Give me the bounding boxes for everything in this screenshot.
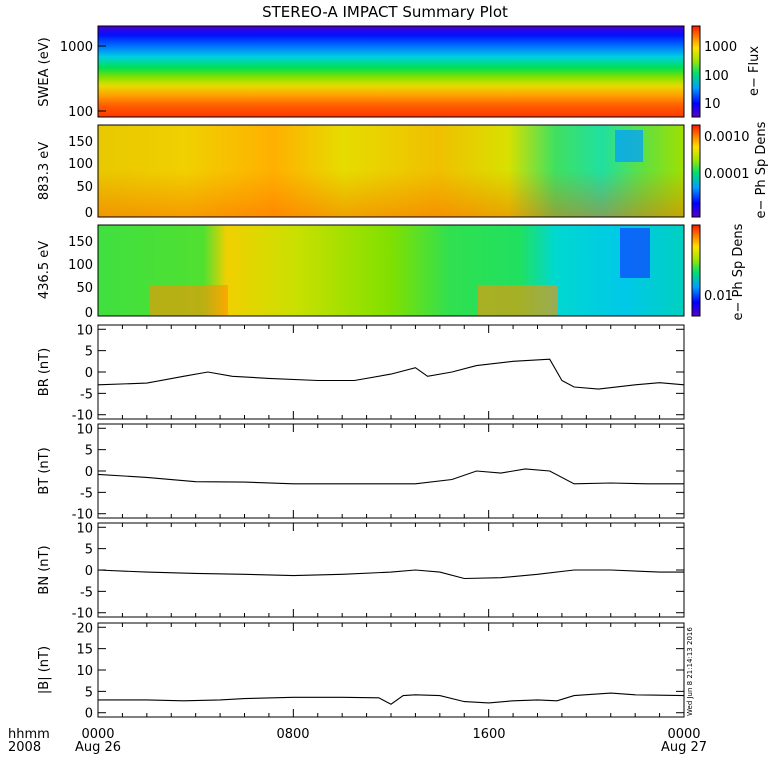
br-ytick-label: 0	[85, 366, 93, 381]
bmag-panel-frame	[97, 622, 685, 718]
pad-436-ytick-50: 50	[76, 281, 93, 296]
swea-cbar-tick-100: 100	[704, 69, 729, 84]
br-ytick-label: 10	[76, 323, 93, 338]
x-tick-date-0: Aug 26	[75, 740, 121, 755]
pad-883-low-flux-patch	[615, 130, 643, 162]
bt-trace	[97, 468, 684, 485]
swea-colorbar-label: e− Flux	[747, 46, 762, 96]
pad-436-ytick-100: 100	[68, 258, 93, 273]
swea-ytick-1000: 1000	[60, 40, 93, 55]
x-tick-time-0: 0000	[81, 727, 114, 742]
swea-low-energy-band	[98, 82, 684, 117]
x-row-label-year: 2008	[8, 740, 41, 755]
swea-panel: SWEA (eV) 1000 100 1000 100 10 e− Flux	[37, 25, 762, 120]
pad-883-low-angle-band	[98, 170, 684, 217]
bmag-ytick-label: 0	[85, 707, 93, 722]
br-ytick-label: -5	[80, 387, 93, 402]
pad-883-colorbar	[691, 124, 701, 218]
bn-trace	[97, 569, 684, 580]
pad-436-colorbar-label: e− Ph Sp Dens	[731, 223, 746, 320]
x-axis: hhmm 2008 0000 Aug 26 0800 1600 0000 Aug…	[8, 727, 707, 755]
bmag-ytick-label: 20	[76, 621, 93, 636]
pad-436-colorbar	[691, 224, 701, 317]
swea-colorbar	[691, 25, 701, 118]
pad-436-ytick-150: 150	[68, 235, 93, 250]
pad-883-ytick-150: 150	[68, 135, 93, 150]
bt-ytick-label: 10	[76, 422, 93, 437]
swea-ylabel: SWEA (eV)	[37, 37, 52, 106]
x-tick-time-3: 0000	[667, 727, 700, 742]
bn-ytick-label: 5	[85, 543, 93, 558]
pad-436-frame	[97, 224, 685, 317]
bn-ytick-label: -5	[80, 585, 93, 600]
swea-cbar-tick-10: 10	[704, 97, 721, 112]
bt-panel-frame	[97, 423, 685, 519]
br-panel-frame	[97, 324, 685, 420]
pad-436-orange-patch-late	[478, 285, 558, 315]
swea-cbar-tick-1000: 1000	[704, 40, 737, 55]
bmag-ylabel: |B| (nT)	[37, 646, 52, 694]
pad-436-orange-patch-early	[150, 285, 228, 315]
bt-ytick-label: 5	[85, 444, 93, 459]
pad-436-ytick-0: 0	[85, 306, 93, 321]
pad-883-cbar-tick-0.0001: 0.0001	[704, 167, 750, 182]
bn-ytick-label: 0	[85, 564, 93, 579]
bmag-trace	[98, 692, 685, 705]
pad-883-cbar-tick-0.0010: 0.0010	[704, 130, 750, 145]
swea-frame	[97, 25, 685, 118]
magnetic-field-panels: 10 5 0 -5 -10 BR (nT) 10 5 0 -5 -10 BT (nT) 10 5 0 -5 -1…	[37, 323, 685, 722]
generation-timestamp: Wed Jun 8 21:14:13 2016	[686, 627, 694, 716]
bn-ytick-label: -10	[72, 607, 93, 622]
pad-883-panel: 883.3 eV 150 100 50 0 0.0010 0.0001 e− P…	[37, 121, 769, 221]
br-ylabel: BR (nT)	[37, 348, 52, 396]
bmag-ytick-label: 15	[76, 643, 93, 658]
swea-ytick-100: 100	[68, 105, 93, 120]
bt-ytick-label: -5	[80, 486, 93, 501]
br-trace	[97, 358, 685, 390]
bt-ytick-label: -10	[72, 508, 93, 523]
x-tick-time-1: 0800	[276, 727, 309, 742]
pad-436-low-flux-patch	[620, 228, 650, 278]
bn-ylabel: BN (nT)	[37, 545, 52, 594]
pad-883-ytick-0: 0	[85, 206, 93, 221]
x-tick-date-3: Aug 27	[661, 740, 707, 755]
pad-883-ytick-100: 100	[68, 157, 93, 172]
bt-ytick-label: 0	[85, 465, 93, 480]
br-ytick-label: 5	[85, 345, 93, 360]
pad-883-ylabel: 883.3 eV	[37, 142, 52, 200]
pad-883-colorbar-label: e− Ph Sp Dens	[754, 121, 769, 218]
bmag-ytick-label: 10	[76, 664, 93, 679]
br-ytick-label: -10	[72, 409, 93, 424]
bmag-ytick-label: 5	[85, 685, 93, 700]
pad-883-ytick-50: 50	[76, 180, 93, 195]
x-row-label-hhmm: hhmm	[8, 727, 50, 742]
bt-ylabel: BT (nT)	[37, 447, 52, 494]
x-tick-time-2: 1600	[472, 727, 505, 742]
figure-title: STEREO-A IMPACT Summary Plot	[262, 3, 508, 21]
pad-883-frame	[97, 124, 685, 218]
pad-436-ylabel: 436.5 eV	[37, 241, 52, 299]
pad-436-panel: 436.5 eV 150 100 50 0 0.01 e− Ph Sp Dens	[37, 223, 746, 321]
bn-ytick-label: 10	[76, 521, 93, 536]
pad-436-cbar-tick-0.01: 0.01	[704, 289, 733, 304]
